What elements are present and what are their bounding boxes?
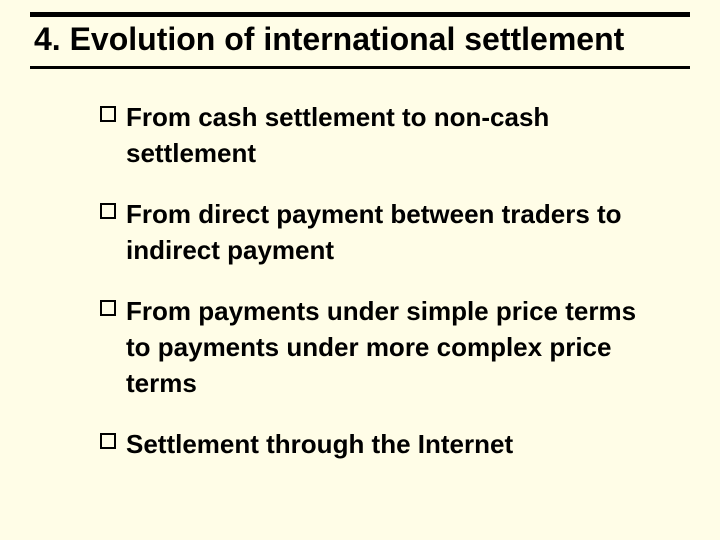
- bullet-text: From cash settlement to non-cash settlem…: [126, 99, 660, 172]
- bullet-item: From direct payment between traders to i…: [100, 196, 660, 269]
- square-bullet-icon: [100, 106, 116, 122]
- slide-container: 4. Evolution of international settlement…: [0, 0, 720, 540]
- bullet-item: Settlement through the Internet: [100, 426, 660, 462]
- title-container: 4. Evolution of international settlement: [30, 19, 690, 69]
- square-bullet-icon: [100, 300, 116, 316]
- slide-title: 4. Evolution of international settlement: [30, 19, 628, 60]
- bullet-item: From cash settlement to non-cash settlem…: [100, 99, 660, 172]
- square-bullet-icon: [100, 203, 116, 219]
- bullet-list: From cash settlement to non-cash settlem…: [30, 99, 690, 462]
- bullet-text: Settlement through the Internet: [126, 426, 513, 462]
- bullet-item: From payments under simple price terms t…: [100, 293, 660, 402]
- square-bullet-icon: [100, 433, 116, 449]
- bullet-text: From direct payment between traders to i…: [126, 196, 660, 269]
- bullet-text: From payments under simple price terms t…: [126, 293, 660, 402]
- header-line: [30, 12, 690, 17]
